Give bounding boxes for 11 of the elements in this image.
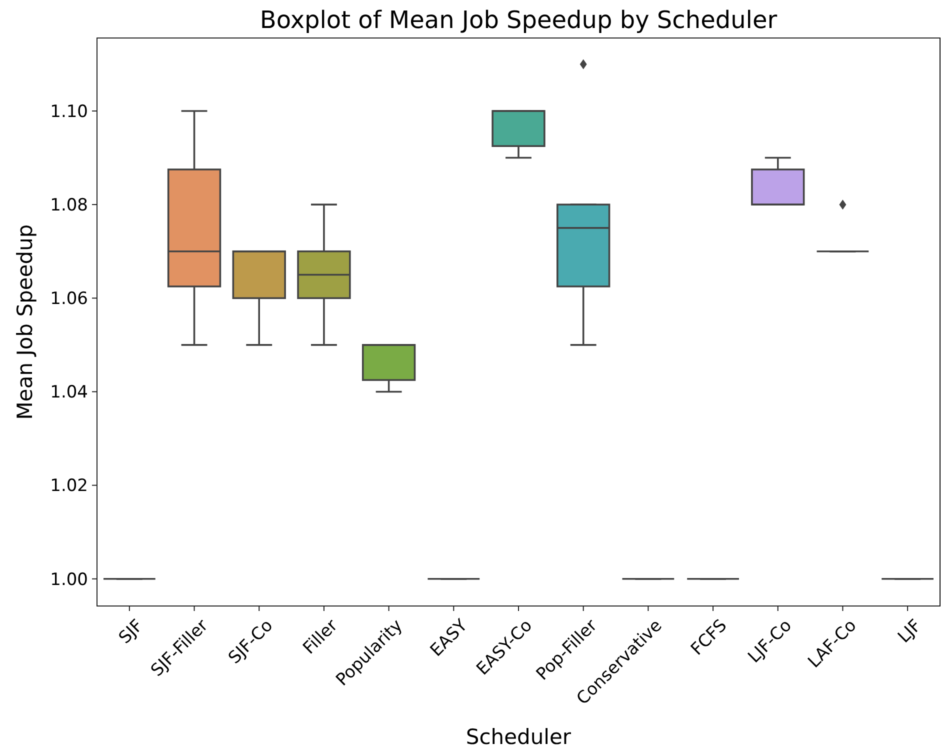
y-tick-label: 1.02 [50,476,88,496]
x-tick-label: SJF [115,616,148,648]
y-axis-title: Mean Job Speedup [13,224,37,420]
y-tick-label: 1.04 [50,382,88,403]
x-tick-label: LJF [894,616,926,648]
y-tick-label: 1.00 [50,570,88,590]
y-tick-label: 1.08 [50,196,88,216]
y-tick-label: 1.06 [50,289,88,310]
x-axis-title: Scheduler [466,725,572,749]
chart-title: Boxplot of Mean Job Speedup by Scheduler [260,6,778,34]
y-tick-label: 1.10 [50,102,88,122]
